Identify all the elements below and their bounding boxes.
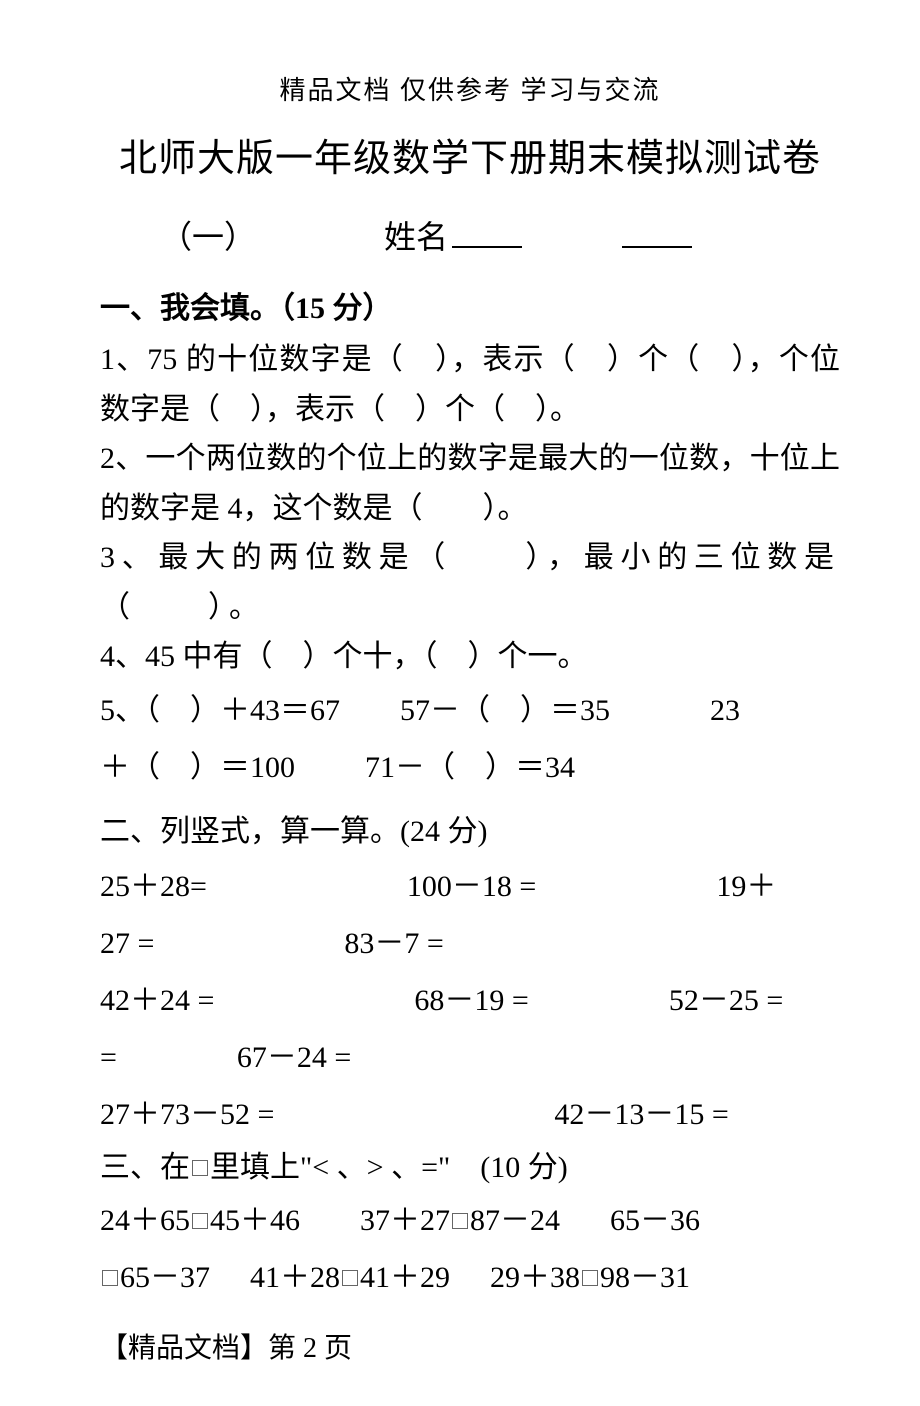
q5a: 5、（ ）＋43＝67 <box>100 694 340 727</box>
s3-p1: 24＋65 <box>100 1204 190 1237</box>
q5c-part1: 23 <box>710 694 740 727</box>
s2-row2: 42＋24 = 68－19 = 52－25 = <box>100 972 840 1029</box>
name-blank-2 <box>622 246 692 248</box>
doc-title: 北师大版一年级数学下册期末模拟测试卷 <box>100 127 840 182</box>
s3-p4: 87－24 <box>470 1204 560 1237</box>
name-blank-1 <box>452 246 522 248</box>
doc-header-small: 精品文档 仅供参考 学习与交流 <box>100 70 840 107</box>
s2-r1c: 27 = <box>100 927 154 960</box>
compare-box <box>192 1213 208 1229</box>
s3-p10: 98－31 <box>600 1261 690 1294</box>
s3-p9: 29＋38 <box>490 1261 580 1294</box>
s2-r2a: 42＋24 = <box>100 984 214 1017</box>
s2-row1: 25＋28= 100－18 = 19＋ <box>100 858 840 915</box>
q4: 4、45 中有（ ）个十，（ ）个一。 <box>100 632 840 682</box>
name-label: 姓名 <box>384 212 448 258</box>
subtitle-row: （一） 姓名 <box>100 212 840 258</box>
s2-r1b: 100－18 = <box>407 870 536 903</box>
document-page: 精品文档 仅供参考 学习与交流 北师大版一年级数学下册期末模拟测试卷 （一） 姓… <box>0 0 920 1406</box>
compare-box <box>582 1270 598 1286</box>
s2-r2c-eq: = <box>100 1041 117 1074</box>
s2-r2c: 52－25 = <box>669 984 783 1017</box>
section2-head: 二、列竖式，算一算。(24 分) <box>100 806 840 850</box>
compare-box <box>342 1270 358 1286</box>
s2-r1c-part: 19＋ <box>716 870 776 903</box>
s3-head-a: 三、在 <box>100 1151 190 1184</box>
s3-head-b: 里填上"< 、> 、=" (10 分) <box>210 1151 568 1184</box>
s3-p2: 45＋46 <box>210 1204 300 1237</box>
q1: 1、75 的十位数字是（ ），表示（ ）个（ ），个位数字是（ ），表示（ ）个… <box>100 335 840 434</box>
s2-row3: 27＋73－52 = 42－13－15 = <box>100 1086 840 1143</box>
q2: 2、一个两位数的个位上的数字是最大的一位数，十位上的数字是 4，这个数是（ ）。 <box>100 434 840 533</box>
q5d: 71－（ ）＝34 <box>365 751 575 784</box>
s3-row2: 65－37 41＋28 41＋29 29＋38 98－31 <box>100 1249 840 1306</box>
s2-r1a: 25＋28= <box>100 870 207 903</box>
section3-head: 三、在里填上"< 、> 、=" (10 分) <box>100 1143 840 1193</box>
s2-r1d: 83－7 = <box>344 927 443 960</box>
s3-p3: 37＋27 <box>360 1204 450 1237</box>
s3-p8: 41＋29 <box>360 1261 450 1294</box>
s2-row1b: 27 = 83－7 = <box>100 915 840 972</box>
s2-row2b: = 67－24 = <box>100 1029 840 1086</box>
blank-box-icon <box>192 1160 208 1176</box>
subtitle-number: （一） <box>160 212 256 258</box>
q3: 3、最大的两位数是（ ），最小的三位数是（ ）。 <box>100 533 840 632</box>
s2-r2b: 68－19 = <box>414 984 528 1017</box>
compare-box <box>102 1270 118 1286</box>
q5b: 57－（ ）＝35 <box>400 694 610 727</box>
q5-row2: ＋（ ）＝100 71－（ ）＝34 <box>100 739 840 796</box>
s3-p5: 65－36 <box>610 1204 700 1237</box>
s3-p7: 41＋28 <box>250 1261 340 1294</box>
section1-head: 一、我会填。（15 分） <box>100 283 840 327</box>
footer-page: 【精品文档】第 2 页 <box>100 1326 840 1366</box>
q5-row: 5、（ ）＋43＝67 57－（ ）＝35 23 <box>100 682 840 739</box>
s2-r2d: 67－24 = <box>237 1041 351 1074</box>
s2-r3a: 27＋73－52 = <box>100 1098 274 1131</box>
s2-r3b: 42－13－15 = <box>554 1098 728 1131</box>
q5c: ＋（ ）＝100 <box>100 751 295 784</box>
s3-p6: 65－37 <box>120 1261 210 1294</box>
compare-box <box>452 1213 468 1229</box>
s3-row1: 24＋65 45＋46 37＋27 87－24 65－36 <box>100 1192 840 1249</box>
